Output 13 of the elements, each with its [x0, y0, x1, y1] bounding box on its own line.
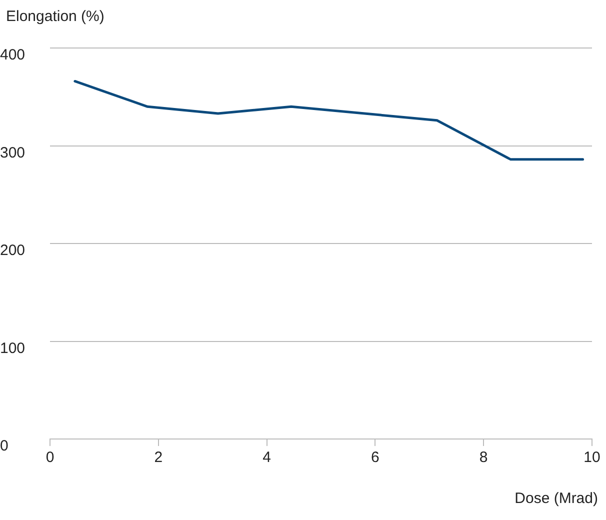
y-tick-label: 200: [0, 242, 26, 260]
x-axis-title: Dose (Mrad): [514, 490, 598, 507]
x-tick-label: 8: [479, 449, 488, 466]
x-tick-label: 2: [154, 449, 163, 466]
x-tick-label: 10: [584, 449, 600, 466]
x-tick-label: 0: [46, 449, 54, 466]
x-tick-label: 4: [262, 449, 271, 466]
y-tick-label: 400: [0, 46, 26, 64]
y-tick-label: 100: [0, 340, 26, 357]
y-axis-title: Elongation (%): [6, 8, 104, 25]
y-tick-label: 300: [0, 144, 26, 162]
y-tick-label: 0: [0, 438, 8, 455]
x-tick-label: 6: [371, 449, 380, 466]
